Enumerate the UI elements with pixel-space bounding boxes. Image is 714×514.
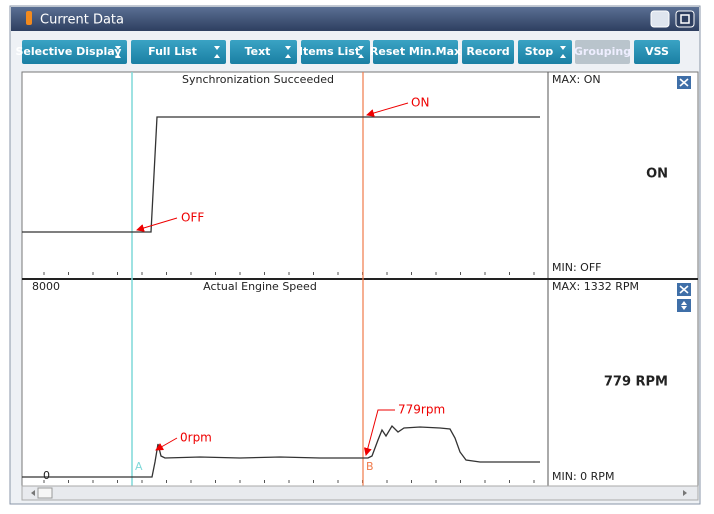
annotation: 0rpm — [180, 431, 212, 445]
maximize-button[interactable] — [675, 10, 695, 28]
dropdown-icon — [358, 46, 364, 58]
button-bg — [131, 40, 226, 64]
annotation: 779rpm — [398, 403, 445, 417]
axis-top-label: 8000 — [32, 280, 60, 293]
move-icon — [681, 301, 687, 310]
button-bg — [634, 40, 680, 64]
close-icon — [679, 78, 689, 87]
annotation: ON — [411, 96, 429, 110]
close-icon — [679, 285, 689, 294]
toolbar-button[interactable]: Selective Display — [16, 40, 127, 64]
button-bg — [462, 40, 514, 64]
toolbar-button: Grouping — [574, 40, 631, 64]
button-label: Items List — [299, 45, 360, 58]
scrollbar[interactable] — [21, 485, 699, 501]
dropdown-icon — [214, 46, 220, 58]
button-bg — [575, 40, 630, 64]
cursor-label: B — [366, 460, 374, 473]
toolbar-button[interactable]: Reset Min.Max — [370, 40, 461, 64]
button-bg — [230, 40, 297, 64]
panel-title: Synchronization Succeeded — [182, 73, 334, 86]
min-label: MIN: OFF — [552, 261, 601, 274]
dropdown-icon — [560, 46, 566, 58]
annotation-arrow — [136, 217, 178, 232]
annotation: OFF — [181, 211, 204, 225]
toolbar: Selective Display Full List Text Items List… — [16, 40, 680, 64]
button-label: Text — [245, 45, 271, 58]
button-label: Grouping — [574, 45, 631, 58]
max-label: MAX: ON — [552, 73, 601, 86]
current-value: ON — [646, 167, 668, 182]
dropdown-icon — [285, 46, 291, 58]
window-title: Current Data — [40, 13, 124, 28]
toolbar-button[interactable]: VSS — [634, 40, 680, 64]
button-label: Record — [466, 45, 509, 58]
dropdown-icon — [115, 46, 121, 58]
move-button[interactable] — [677, 299, 691, 312]
button-label: Full List — [148, 45, 197, 58]
toolbar-button[interactable]: Text — [230, 40, 297, 64]
toolbar-button[interactable]: Stop — [518, 40, 572, 64]
axis-bottom-label: 0 — [43, 469, 50, 482]
maximize-icon — [680, 14, 690, 24]
ticks — [43, 272, 535, 483]
annotation-arrow — [363, 409, 395, 456]
max-label: MAX: 1332 RPM — [552, 280, 639, 293]
current-value: 779 RPM — [604, 375, 668, 390]
button-label: Selective Display — [16, 45, 122, 58]
toolbar-button[interactable]: Full List — [131, 40, 226, 64]
button-label: VSS — [645, 45, 669, 58]
annotation-arrow — [155, 437, 178, 451]
title-bar — [11, 7, 699, 31]
button-bg — [518, 40, 572, 64]
scroll-thumb[interactable] — [37, 487, 53, 499]
panel-title: Actual Engine Speed — [203, 280, 317, 293]
button-bg — [373, 40, 458, 64]
cursor-label: A — [135, 460, 143, 473]
sync-trace — [22, 116, 540, 233]
annotation-arrow — [366, 102, 409, 117]
toolbar-button[interactable]: Items List — [299, 40, 370, 64]
toolbar-button[interactable]: Record — [462, 40, 514, 64]
button-bg — [22, 40, 127, 64]
button-label: Reset Min.Max — [370, 45, 461, 58]
retry-button[interactable] — [650, 10, 670, 28]
button-bg — [301, 40, 370, 64]
title-icon — [26, 11, 32, 25]
button-label: Stop — [525, 45, 554, 58]
min-label: MIN: 0 RPM — [552, 470, 614, 483]
rpm-trace — [22, 424, 540, 478]
